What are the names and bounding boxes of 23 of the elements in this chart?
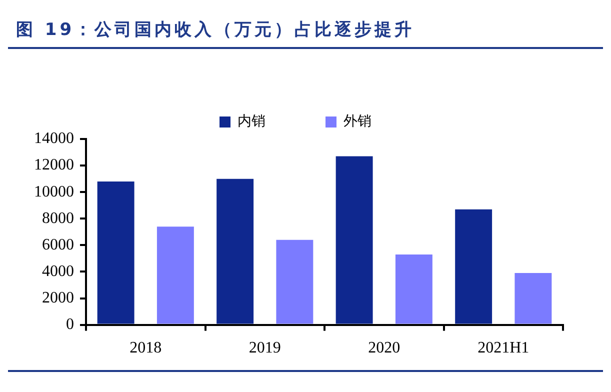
x-tick-label: 2020 <box>368 340 400 357</box>
legend-label: 外销 <box>344 114 372 130</box>
bar <box>514 273 552 324</box>
bar <box>276 240 314 324</box>
x-tick-label: 2018 <box>130 340 162 357</box>
y-tick-label: 8000 <box>42 210 74 227</box>
bar <box>455 209 492 324</box>
y-tick-label: 14000 <box>34 130 74 148</box>
y-tick-label: 10000 <box>34 183 74 200</box>
bar <box>395 254 432 324</box>
bar <box>216 178 254 324</box>
y-tick-label: 0 <box>66 316 74 334</box>
bar <box>156 226 194 324</box>
bar <box>336 156 373 324</box>
y-tick-label: 12000 <box>34 156 74 174</box>
x-tick-label: 2019 <box>248 340 281 357</box>
y-tick-label: 4000 <box>42 262 74 280</box>
chart-title: 图 19：公司国内收入（万元）占比逐步提升 <box>8 8 603 49</box>
legend-label: 内销 <box>238 114 266 130</box>
bar <box>97 181 134 324</box>
y-tick-label: 2000 <box>42 289 74 306</box>
x-tick-label: 2021H1 <box>478 340 530 357</box>
y-tick-label: 6000 <box>42 236 74 254</box>
